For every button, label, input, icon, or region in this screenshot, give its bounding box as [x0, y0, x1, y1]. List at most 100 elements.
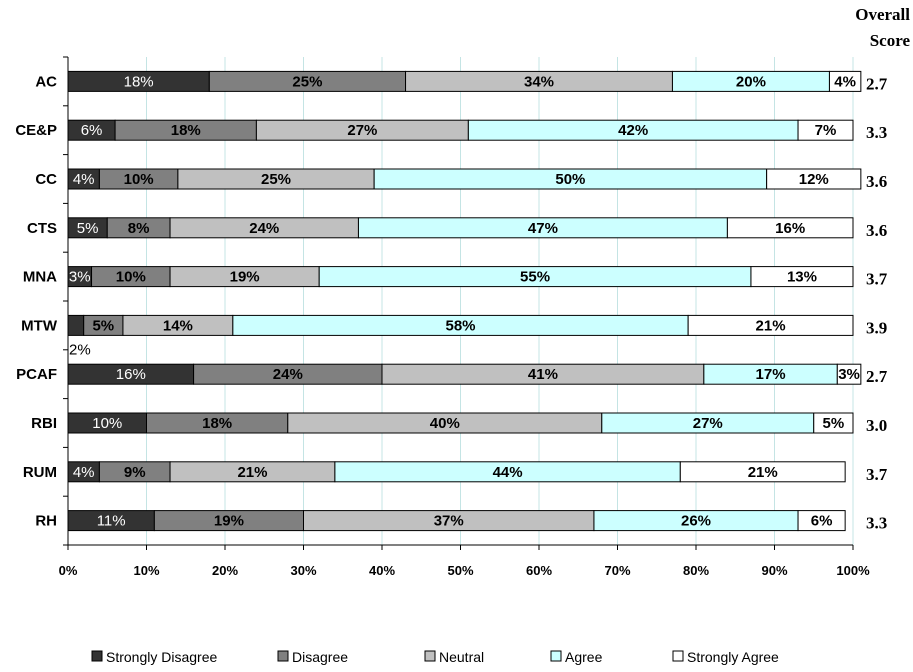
data-label: 17% [756, 366, 786, 383]
category-label: CTS [27, 220, 57, 237]
x-tick-label: 70% [604, 563, 630, 578]
bar-segment [813, 412, 854, 434]
overall-score: 3.6 [866, 221, 887, 240]
x-tick-label: 50% [447, 563, 473, 578]
x-tick-label: 0% [59, 563, 78, 578]
data-label: 55% [520, 269, 550, 286]
data-label: 10% [92, 415, 122, 432]
category-label: MNA [23, 269, 57, 286]
data-label: 25% [261, 171, 291, 188]
data-label: 4% [73, 464, 95, 481]
legend-entry: Strongly Agree [687, 649, 779, 665]
data-label: 10% [116, 269, 146, 286]
data-label: 26% [681, 513, 711, 530]
bar-segment [726, 217, 854, 239]
x-tick-label: 10% [133, 563, 159, 578]
data-label: 41% [528, 366, 558, 383]
legend-entry: Neutral [439, 649, 484, 665]
category-label: RH [35, 513, 57, 530]
category-label: PCAF [16, 366, 57, 383]
data-label: 13% [787, 269, 817, 286]
overall-score: 3.3 [866, 123, 887, 142]
category-label: MTW [21, 317, 58, 334]
data-label: 24% [273, 366, 303, 383]
data-label: 19% [214, 513, 244, 530]
x-tick-label: 90% [761, 563, 787, 578]
overall-score: 3.6 [866, 172, 887, 191]
bar-segment [836, 363, 862, 385]
bar-segment [687, 314, 854, 336]
overall-score-header: Score [870, 31, 911, 50]
overall-score: 2.7 [866, 74, 888, 93]
data-label: 42% [618, 122, 648, 139]
data-label: 18% [124, 73, 154, 90]
legend-swatch [672, 650, 684, 662]
data-label: 6% [81, 122, 103, 139]
data-label: 27% [693, 415, 723, 432]
data-label: 3% [838, 366, 860, 383]
bar-segment [750, 266, 854, 288]
overall-score: 3.7 [866, 270, 888, 289]
legend-entry: Disagree [292, 649, 348, 665]
legend-swatch [550, 650, 562, 662]
data-label: 21% [756, 317, 786, 334]
data-label: 2% [69, 341, 91, 358]
overall-score: 3.9 [866, 318, 887, 337]
data-label: 6% [811, 513, 833, 530]
overall-score: 3.0 [866, 416, 887, 435]
x-tick-label: 40% [369, 563, 395, 578]
data-label: 3% [69, 269, 91, 286]
overall-score-header: Overall [855, 5, 910, 24]
data-label: 14% [163, 317, 193, 334]
category-label: CC [35, 171, 57, 188]
data-label: 24% [249, 220, 279, 237]
overall-score: 3.3 [866, 514, 887, 533]
data-label: 11% [97, 513, 126, 530]
data-label: 58% [445, 317, 475, 334]
legend-entry: Strongly Disagree [106, 649, 217, 665]
data-label: 4% [73, 171, 95, 188]
x-tick-label: 80% [683, 563, 709, 578]
data-label: 12% [799, 171, 829, 188]
data-label: 40% [430, 415, 460, 432]
x-tick-label: 100% [836, 563, 870, 578]
bar-segment [679, 461, 846, 483]
bar-segment [67, 314, 85, 336]
data-label: 44% [493, 464, 523, 481]
data-label: 27% [347, 122, 377, 139]
data-label: 8% [128, 220, 150, 237]
data-label: 21% [748, 464, 778, 481]
data-label: 25% [292, 73, 322, 90]
data-label: 10% [124, 171, 154, 188]
data-label: 21% [237, 464, 267, 481]
data-label: 16% [116, 366, 146, 383]
data-label: 37% [434, 513, 464, 530]
data-label: 18% [202, 415, 232, 432]
bar-segment [797, 510, 846, 532]
data-label: 20% [736, 73, 766, 90]
data-label: 16% [775, 220, 805, 237]
legend-entry: Agree [565, 649, 603, 665]
data-label: 9% [124, 464, 146, 481]
bar-segment [766, 168, 862, 190]
category-label: RBI [31, 415, 57, 432]
overall-score: 2.7 [866, 367, 888, 386]
data-label: 18% [171, 122, 201, 139]
data-label: 4% [834, 73, 856, 90]
legend-swatch [277, 650, 289, 662]
x-tick-label: 60% [526, 563, 552, 578]
data-label: 5% [823, 415, 845, 432]
category-label: AC [35, 73, 57, 90]
x-tick-label: 30% [290, 563, 316, 578]
bar-segment [797, 119, 854, 141]
data-label: 50% [555, 171, 585, 188]
category-label: RUM [23, 464, 57, 481]
data-label: 19% [230, 269, 260, 286]
category-label: CE&P [15, 122, 57, 139]
data-label: 5% [77, 220, 99, 237]
data-label: 47% [528, 220, 558, 237]
data-label: 5% [92, 317, 114, 334]
data-label: 34% [524, 73, 554, 90]
bar-segment [828, 70, 862, 92]
